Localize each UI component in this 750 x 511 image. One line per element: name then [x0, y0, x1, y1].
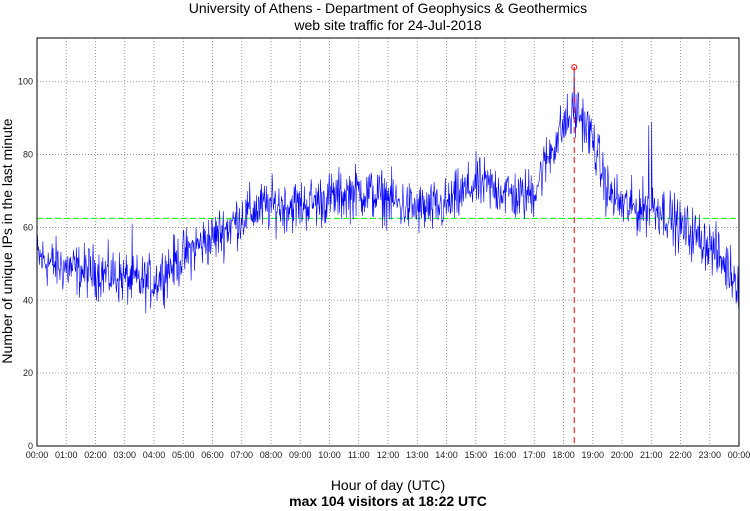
x-tick-label: 01:00 — [55, 450, 78, 460]
x-tick-label: 23:00 — [698, 450, 721, 460]
x-tick-label: 12:00 — [377, 450, 400, 460]
x-tick-label: 09:00 — [289, 450, 312, 460]
y-tick-label: 80 — [23, 150, 33, 160]
x-tick-label: 08:00 — [260, 450, 283, 460]
x-tick-label: 17:00 — [523, 450, 546, 460]
x-tick-label: 03:00 — [113, 450, 136, 460]
x-tick-label: 04:00 — [143, 450, 166, 460]
y-tick-label: 0 — [28, 441, 33, 451]
x-tick-label: 02:00 — [84, 450, 107, 460]
x-tick-label: 19:00 — [581, 450, 604, 460]
y-ticks: 0 20 40 60 80 100 — [18, 77, 33, 451]
series-line — [36, 67, 740, 314]
x-tick-label: 00:00 — [26, 450, 49, 460]
chart-title: University of Athens - Department of Geo… — [189, 0, 587, 16]
x-tick-label: 11:00 — [348, 450, 370, 460]
grid — [37, 38, 739, 446]
x-ticks: 00:00 01:00 02:00 03:00 04:00 05:00 06:00 07:00… — [26, 450, 750, 460]
x-tick-label: 07:00 — [230, 450, 253, 460]
x-tick-label: 10:00 — [318, 450, 341, 460]
x-tick-label: 22:00 — [669, 450, 692, 460]
y-tick-label: 40 — [23, 295, 33, 305]
x-tick-label: 16:00 — [494, 450, 517, 460]
x-tick-label: 20:00 — [611, 450, 634, 460]
max-caption: max 104 visitors at 18:22 UTC — [289, 493, 487, 509]
x-axis-label: Hour of day (UTC) — [331, 477, 445, 493]
y-tick-label: 60 — [23, 222, 33, 232]
x-tick-label: 05:00 — [172, 450, 195, 460]
x-tick-label: 06:00 — [201, 450, 224, 460]
x-tick-label: 00:00 — [728, 450, 750, 460]
y-axis-label: Number of unique IPs in the last minute — [0, 118, 15, 363]
x-tick-label: 14:00 — [435, 450, 458, 460]
y-tick-label: 100 — [18, 77, 33, 87]
x-tick-label: 13:00 — [406, 450, 429, 460]
chart-subtitle: web site traffic for 24-Jul-2018 — [293, 17, 481, 33]
plot-frame — [36, 37, 740, 447]
max-marker — [571, 64, 578, 71]
x-tick-label: 15:00 — [464, 450, 487, 460]
x-tick-label: 18:00 — [552, 450, 575, 460]
y-tick-label: 20 — [23, 368, 33, 378]
x-tick-label: 21:00 — [640, 450, 663, 460]
